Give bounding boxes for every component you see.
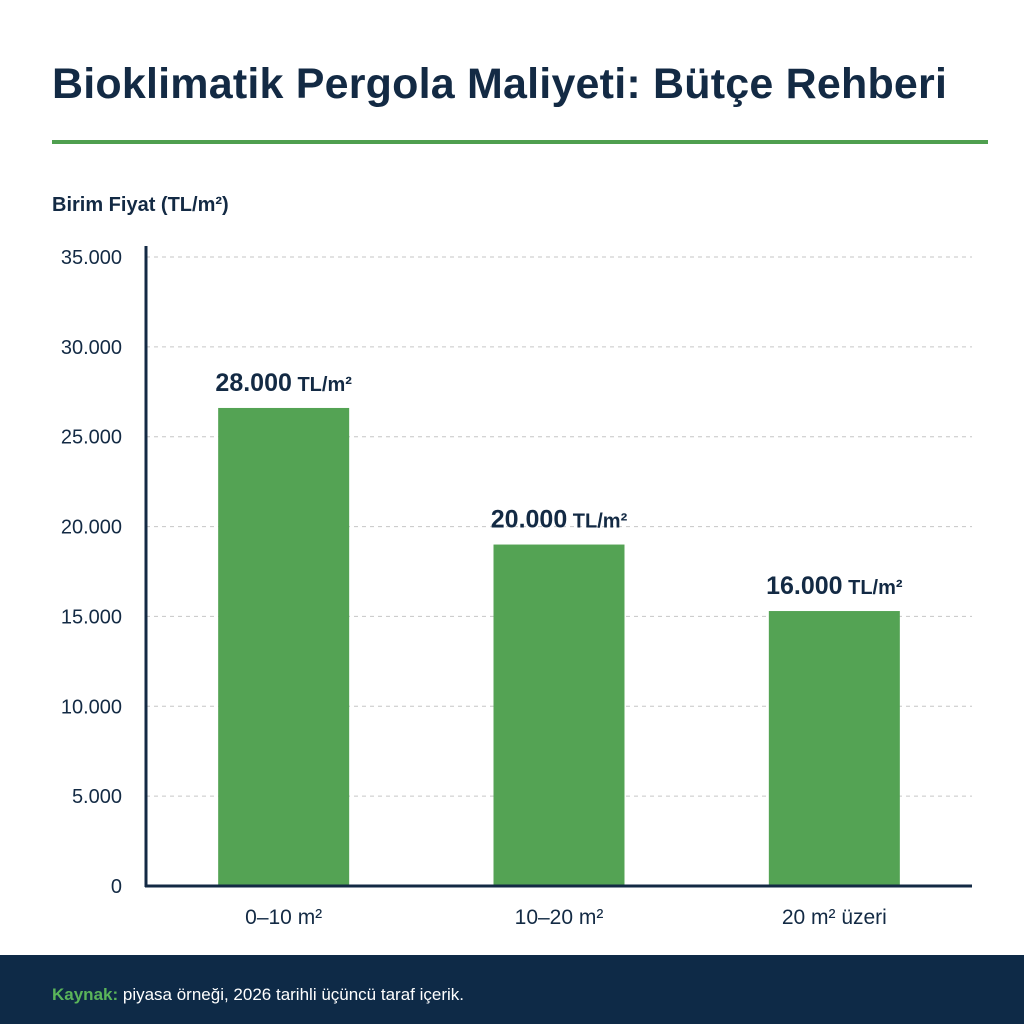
y-axis-label: Birim Fiyat (TL/m²) [52, 194, 229, 216]
bar-1 [218, 407, 350, 886]
data-label-unit: TL/m² [843, 577, 903, 599]
y-tick-label: 10.000 [61, 696, 122, 718]
data-label-3: 16.000 TL/m² [766, 572, 903, 600]
data-label-2: 20.000 TL/m² [491, 506, 628, 534]
y-tick-label: 5.000 [72, 786, 122, 808]
title-divider [52, 140, 988, 144]
y-tick-label: 25.000 [61, 427, 122, 449]
data-label-unit: TL/m² [567, 511, 627, 533]
bar-2 [493, 544, 625, 886]
y-tick-label: 15.000 [61, 606, 122, 628]
source-footer: Kaynak: piyasa örneği, 2026 tarihli üçün… [0, 955, 1024, 1024]
data-label-value: 16.000 [766, 572, 842, 600]
data-label-unit: TL/m² [292, 374, 352, 396]
bar-chart-svg: Birim Fiyat (TL/m²) 0 5.000 10.000 15.000 20.… [52, 194, 972, 929]
y-tick-label: 0 [111, 876, 122, 898]
x-tick-label: 0–10 m² [245, 906, 322, 929]
y-tick-label: 20.000 [61, 517, 122, 539]
bar-3 [768, 611, 900, 886]
y-tick-label: 30.000 [61, 337, 122, 359]
x-tick-label: 20 m² üzeri [782, 906, 887, 929]
data-label-value: 28.000 [215, 369, 291, 397]
source-note: Kaynak: piyasa örneği, 2026 tarihli üçün… [52, 985, 464, 1005]
data-label-value: 20.000 [491, 506, 567, 534]
source-text: piyasa örneği, 2026 tarihli üçüncü taraf… [118, 985, 464, 1004]
data-label-1: 28.000 TL/m² [215, 369, 352, 397]
chart-title: Bioklimatik Pergola Maliyeti: Bütçe Rehb… [52, 60, 948, 108]
x-tick-label: 10–20 m² [515, 906, 604, 929]
source-label: Kaynak: [52, 985, 119, 1004]
y-tick-label: 35.000 [61, 247, 122, 269]
